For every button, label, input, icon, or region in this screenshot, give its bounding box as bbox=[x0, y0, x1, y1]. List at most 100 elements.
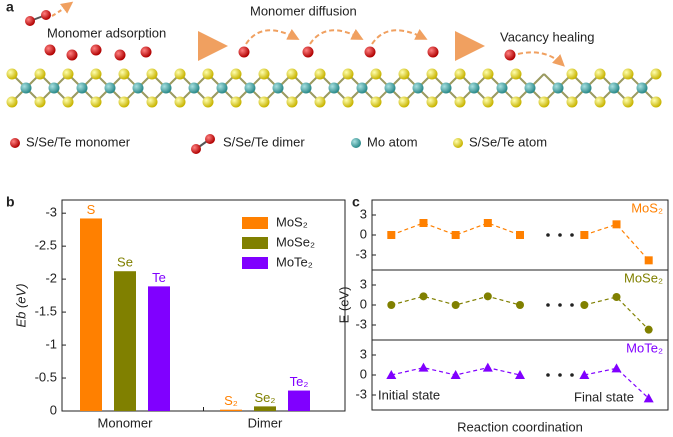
series-line bbox=[391, 222, 650, 261]
y-axis-label: E (eV) bbox=[336, 287, 351, 324]
marker bbox=[644, 325, 653, 334]
chalcogen-atom bbox=[230, 68, 242, 80]
marker bbox=[580, 301, 589, 309]
y-tick-label: 3 bbox=[360, 276, 367, 291]
chalcogen-atom bbox=[90, 96, 102, 108]
series-label: MoTe₂ bbox=[626, 340, 663, 355]
chalcogen-atom bbox=[510, 96, 522, 108]
marker bbox=[387, 301, 396, 309]
y-tick-label: 0 bbox=[360, 226, 367, 241]
step-label: Monomer diffusion bbox=[250, 3, 357, 18]
chalcogen-atom bbox=[286, 68, 298, 80]
chalcogen-atom bbox=[342, 96, 354, 108]
chalcogen-atom bbox=[258, 68, 270, 80]
legend-label: S/Se/Te dimer bbox=[223, 134, 305, 149]
ellipsis-dot bbox=[558, 303, 562, 307]
annotation: Final state bbox=[574, 389, 634, 404]
marker bbox=[516, 231, 524, 239]
legend-icon bbox=[453, 138, 463, 148]
chalcogen-atom bbox=[258, 96, 270, 108]
chalcogen-atom bbox=[62, 68, 74, 80]
monomer bbox=[140, 46, 152, 58]
chalcogen-atom bbox=[118, 96, 130, 108]
annotation: Initial state bbox=[378, 387, 440, 402]
chalcogen-atom bbox=[146, 96, 158, 108]
panel-label: a bbox=[6, 0, 14, 15]
mo-atom bbox=[524, 82, 536, 94]
chalcogen-atom bbox=[202, 68, 214, 80]
chalcogen-atom bbox=[594, 68, 606, 80]
chalcogen-atom bbox=[426, 96, 438, 108]
mo-atom bbox=[160, 82, 172, 94]
bar-label: Te₂ bbox=[290, 374, 309, 389]
chalcogen-atom bbox=[594, 96, 606, 108]
chalcogen-atom bbox=[34, 68, 46, 80]
chalcogen-atom bbox=[650, 96, 662, 108]
marker bbox=[419, 219, 428, 227]
legend-icon bbox=[191, 144, 201, 154]
bar-label: Se bbox=[117, 255, 133, 270]
chalcogen-atom bbox=[398, 68, 410, 80]
mo-atom bbox=[440, 82, 452, 94]
arrow bbox=[371, 29, 428, 45]
bar bbox=[80, 218, 102, 411]
marker bbox=[386, 370, 397, 379]
mo-atom bbox=[328, 82, 340, 94]
dimer-atom bbox=[25, 16, 35, 26]
chalcogen-atom bbox=[342, 68, 354, 80]
mo-atom bbox=[552, 82, 564, 94]
monomers bbox=[44, 44, 516, 61]
marker bbox=[419, 292, 428, 301]
panel-c: c E (eV) Reaction coordination 3 0 -3 MoS₂ 3 0 -3… bbox=[336, 194, 669, 434]
arrow bbox=[245, 28, 300, 45]
chalcogen-atom bbox=[90, 68, 102, 80]
chalcogen-atom bbox=[314, 96, 326, 108]
y-tick-label: -2.5 bbox=[35, 238, 57, 253]
legend-swatch bbox=[242, 237, 268, 249]
ellipsis-dot bbox=[546, 373, 550, 377]
step-label: Vacancy healing bbox=[500, 29, 594, 44]
marker bbox=[483, 219, 492, 227]
marker bbox=[644, 256, 653, 265]
chalcogen-atom bbox=[202, 96, 214, 108]
legend-label: Mo atom bbox=[367, 134, 418, 149]
ellipsis-dot bbox=[546, 233, 550, 237]
x-tick-label: Dimer bbox=[248, 415, 283, 430]
chalcogen-atom bbox=[622, 96, 634, 108]
marker bbox=[579, 370, 590, 379]
y-tick-label: -0.5 bbox=[35, 369, 57, 384]
legend-label: S/Se/Te atom bbox=[469, 134, 547, 149]
marker bbox=[450, 370, 461, 379]
marker bbox=[516, 301, 524, 309]
ellipsis-dot bbox=[570, 233, 574, 237]
mo-atom bbox=[76, 82, 88, 94]
bar bbox=[254, 406, 276, 411]
marker bbox=[580, 231, 589, 239]
chalcogen-atom bbox=[426, 68, 438, 80]
legend-label: MoTe₂ bbox=[276, 254, 313, 269]
chalcogen-atom bbox=[174, 68, 186, 80]
monomer bbox=[302, 46, 314, 58]
bar-label: S bbox=[87, 202, 96, 217]
monomer bbox=[427, 46, 439, 58]
mo-atom bbox=[244, 82, 256, 94]
monomer bbox=[504, 49, 516, 61]
bar bbox=[114, 271, 136, 411]
panel-b: b 0 -0.5 -1 -1.5 -2 -2.5 -3 Eb (eV) Monomer S Se Te D… bbox=[6, 194, 346, 430]
monomer bbox=[114, 49, 126, 61]
ellipsis-dot bbox=[570, 303, 574, 307]
chalcogen-atom bbox=[174, 96, 186, 108]
mo-atom bbox=[272, 82, 284, 94]
arrow bbox=[309, 28, 364, 45]
marker bbox=[611, 363, 622, 373]
y-tick-label: 0 bbox=[360, 296, 367, 311]
chalcogen-atom bbox=[6, 96, 18, 108]
mo-atom bbox=[356, 82, 368, 94]
chalcogen-atom bbox=[6, 68, 18, 80]
bar-label: Se₂ bbox=[255, 390, 276, 405]
series-label: MoS₂ bbox=[631, 200, 663, 215]
x-tick-label: Monomer bbox=[98, 415, 154, 430]
y-tick-label: 3 bbox=[360, 206, 367, 221]
chalcogen-atom bbox=[510, 68, 522, 80]
